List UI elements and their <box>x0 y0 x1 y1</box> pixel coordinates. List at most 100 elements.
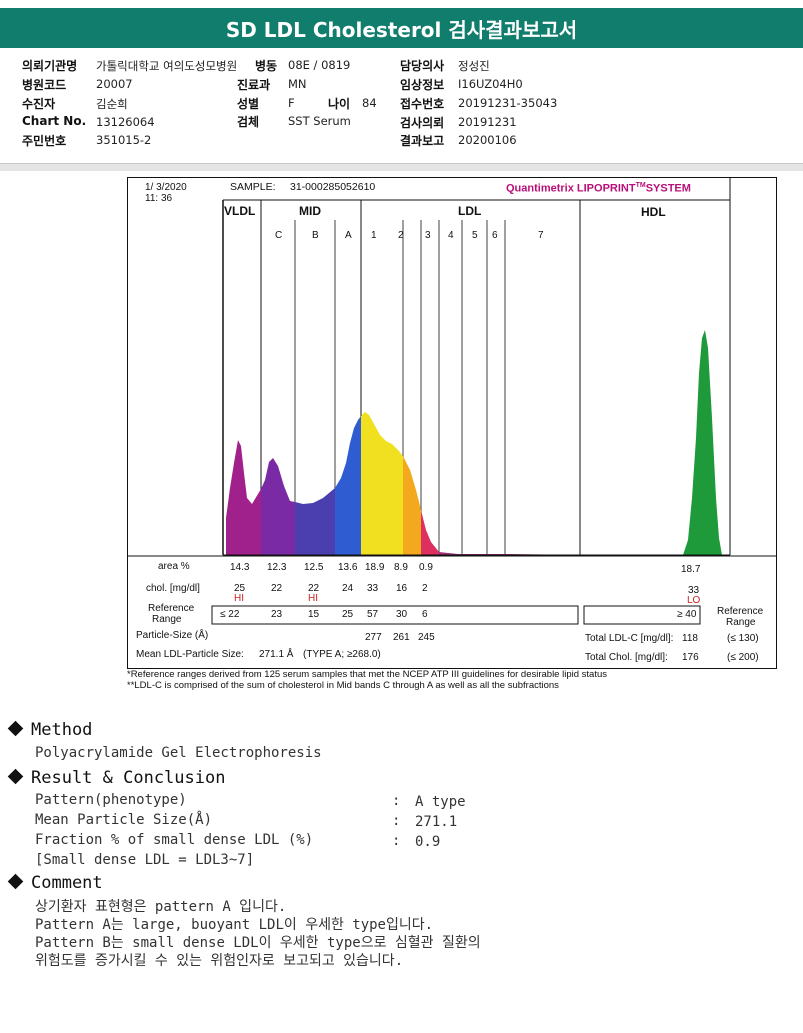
lipoprint-report: 1/ 3/2020 11: 36 SAMPLE: 31-000285052610… <box>127 177 777 669</box>
chol-value: 33 <box>367 583 379 594</box>
method-title: Method <box>31 720 93 740</box>
area-value: 8.9 <box>394 562 408 573</box>
hdl-area-value: 18.7 <box>681 564 701 575</box>
area-value: 12.5 <box>304 562 324 573</box>
result-label-pattern: Pattern(phenotype) <box>35 792 187 808</box>
area-value: 0.9 <box>419 562 433 573</box>
band-group-hdl: HDL <box>641 205 666 219</box>
label-accession-no: 접수번호 <box>400 97 445 111</box>
value-ward: 08E / 0819 <box>288 58 351 72</box>
total-chol-ref: (≤ 200) <box>727 652 759 663</box>
comment-title: Comment <box>31 873 103 893</box>
mean-ldl-type: (TYPE A; ≥268.0) <box>303 649 381 660</box>
comment-line: 위험도를 증가시킬 수 있는 위험인자로 보고되고 있습니다. <box>35 953 404 969</box>
band-label-2: 2 <box>398 230 404 241</box>
chol-value: 22 <box>271 583 283 594</box>
chol-flag: HI <box>308 593 318 604</box>
mid-a-peak <box>335 416 361 555</box>
area-value: 14.3 <box>230 562 250 573</box>
total-chol-value: 176 <box>682 652 699 663</box>
chol-flag: HI <box>234 593 244 604</box>
value-resident-no: 351015-2 <box>96 133 152 147</box>
value-requesting-institution: 가톨릭대학교 여의도성모병원 <box>96 59 238 73</box>
method-section: Method <box>7 720 93 740</box>
report-title: SD LDL Cholesterol 검사결과보고서 <box>225 17 578 42</box>
band-label-3: 3 <box>425 230 431 241</box>
particle-size-value: 277 <box>365 632 382 643</box>
hdl-chol-value: 33 <box>688 585 700 596</box>
result-colon: : <box>392 833 401 849</box>
patient-header: 의뢰기관명 가톨릭대학교 여의도성모병원 병동 08E / 0819 담당의사 … <box>0 50 803 162</box>
total-ldl-label: Total LDL-C [mg/dl]: <box>585 633 674 644</box>
result-note: [Small dense LDL = LDL3~7] <box>35 852 255 868</box>
value-hospital-code: 20007 <box>96 77 133 91</box>
label-physician: 담당의사 <box>400 59 445 73</box>
value-physician: 정성진 <box>458 59 490 73</box>
method-text: Polyacrylamide Gel Electrophoresis <box>35 745 322 761</box>
band-group-vldl: VLDL <box>224 204 256 218</box>
value-department: MN <box>288 77 307 91</box>
label-age: 나이 <box>328 97 351 111</box>
ref-value: 23 <box>271 609 283 620</box>
ref-value: 15 <box>308 609 320 620</box>
mid-b-peak <box>295 488 335 555</box>
band-label-4: 4 <box>448 230 454 241</box>
value-accession-no: 20191231-35043 <box>458 96 558 110</box>
comment-line: Pattern B는 small dense LDL이 우세한 type으로 심… <box>35 935 481 951</box>
chol-value: 2 <box>422 583 428 594</box>
footnote-1: *Reference ranges derived from 125 serum… <box>127 669 607 680</box>
sample-id: 31-000285052610 <box>290 181 376 193</box>
total-ldl-value: 118 <box>682 633 698 644</box>
result-label-mean-size: Mean Particle Size(Å) <box>35 812 213 828</box>
result-value-pattern: A type <box>415 794 466 810</box>
ref-value: 30 <box>396 609 408 620</box>
band-label-6: 6 <box>492 230 498 241</box>
area-value: 18.9 <box>365 562 385 573</box>
value-clinical-info: I16UZ04H0 <box>458 77 523 91</box>
result-colon: : <box>392 813 401 829</box>
result-value-fraction: 0.9 <box>415 834 441 850</box>
ldl-tail <box>439 552 580 555</box>
particle-size-label: Particle-Size (Å) <box>136 630 209 641</box>
hdl-chol-flag: LO <box>687 595 701 606</box>
value-age: 84 <box>362 96 377 110</box>
chol-value: 22 <box>308 583 320 594</box>
footnote-2: **LDL-C is comprised of the sum of chole… <box>127 680 559 691</box>
value-patient: 김순희 <box>96 97 128 111</box>
value-request-date: 20191231 <box>458 115 517 129</box>
ref-value: 57 <box>367 609 379 620</box>
comment-line: 상기환자 표현형은 pattern A 입니다. <box>35 899 287 915</box>
value-report-date: 20200106 <box>458 133 517 147</box>
electrophoresis-chart <box>128 178 776 625</box>
ldl1-peak <box>361 412 403 555</box>
label-department: 진료과 <box>237 78 271 92</box>
chol-value: 25 <box>234 583 246 594</box>
label-requesting-institution: 의뢰기관명 <box>22 59 78 73</box>
band-label-7: 7 <box>538 230 544 241</box>
hdl-reference-box <box>583 605 701 625</box>
value-specimen: SST Serum <box>288 114 351 128</box>
area-label: area % <box>158 561 190 572</box>
total-ldl-ref: (≤ 130) <box>727 633 759 644</box>
label-specimen: 검체 <box>237 115 260 129</box>
brand-name: Quantimetrix LIPOPRINTTMSYSTEM <box>506 182 691 195</box>
sample-label: SAMPLE: <box>230 181 276 193</box>
label-request-date: 검사의뢰 <box>400 116 445 130</box>
label-hospital-code: 병원코드 <box>22 78 67 92</box>
ref-value: 6 <box>422 609 428 620</box>
area-value: 13.6 <box>338 562 358 573</box>
report-time: 11: 36 <box>145 193 173 204</box>
hdl-ref-value: ≥ 40 <box>677 609 697 620</box>
label-chart-no: Chart No. <box>22 114 87 128</box>
hdl-peak <box>683 330 722 555</box>
ldl3-peak <box>421 510 439 555</box>
header-separator <box>0 163 803 171</box>
result-title: Result & Conclusion <box>31 768 226 788</box>
ref-value: ≤ 22 <box>220 609 240 620</box>
label-clinical-info: 임상정보 <box>400 78 445 92</box>
ref-value: 25 <box>342 609 354 620</box>
ref-label-2: Range <box>152 614 182 625</box>
report-title-banner: SD LDL Cholesterol 검사결과보고서 <box>0 8 803 48</box>
band-group-mid: MID <box>299 204 321 218</box>
result-value-mean-size: 271.1 <box>415 814 458 830</box>
